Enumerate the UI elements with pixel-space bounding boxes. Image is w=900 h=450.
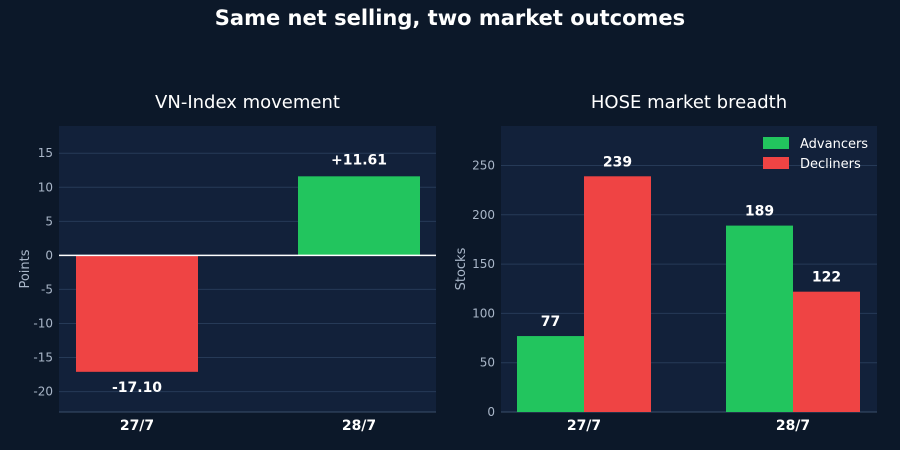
chart-2-y-tick-label: 250 bbox=[472, 158, 495, 172]
chart-1-x-tick-label: 27/7 bbox=[120, 418, 154, 434]
chart-1-y-tick-label: -5 bbox=[41, 282, 53, 296]
chart-2-y-tick-label: 50 bbox=[480, 356, 495, 370]
chart-2-y-tick-label: 100 bbox=[472, 306, 495, 320]
chart-1-bar-27-7 bbox=[76, 255, 198, 372]
chart-2-data-label: 77 bbox=[541, 314, 560, 330]
chart-1-data-label: +11.61 bbox=[331, 152, 387, 168]
chart-2-y-tick-label: 150 bbox=[472, 257, 495, 271]
chart-2-legend-swatch-advancers bbox=[763, 137, 789, 149]
chart-2-bar-advancers-27-7 bbox=[517, 336, 584, 412]
chart-2-y-tick-label: 0 bbox=[487, 405, 495, 419]
chart-1-y-axis-label: Points bbox=[18, 249, 33, 288]
chart-2-title: HOSE market breadth bbox=[591, 92, 787, 113]
chart-1-x-tick-label: 28/7 bbox=[342, 418, 376, 434]
chart-1-data-label: -17.10 bbox=[112, 380, 162, 396]
chart-2-legend-swatch-decliners bbox=[763, 157, 789, 169]
chart-1-y-tick-label: -10 bbox=[33, 316, 53, 330]
chart-2-bar-decliners-27-7 bbox=[584, 176, 651, 412]
chart-1-y-tick-label: 15 bbox=[38, 146, 53, 160]
chart-1-y-tick-label: 10 bbox=[38, 180, 53, 194]
chart-title: Same net selling, two market outcomes bbox=[214, 6, 686, 30]
chart-1-bar-28-7 bbox=[298, 176, 420, 256]
chart-1-title: VN-Index movement bbox=[155, 92, 340, 113]
chart-2-y-tick-label: 200 bbox=[472, 208, 495, 222]
chart-2-bar-advancers-28-7 bbox=[726, 225, 793, 412]
chart-2-x-tick-label: 27/7 bbox=[567, 418, 601, 434]
chart-2-data-label: 239 bbox=[603, 154, 632, 170]
chart-1-y-tick-label: 0 bbox=[45, 248, 53, 262]
chart-2-data-label: 189 bbox=[745, 204, 774, 220]
chart-1-y-tick-label: -20 bbox=[33, 385, 53, 399]
chart-1-y-tick-label: -15 bbox=[33, 351, 53, 365]
chart-2-y-axis-label: Stocks bbox=[454, 247, 469, 290]
chart-1-y-tick-label: 5 bbox=[45, 214, 53, 228]
chart-2-legend-label-decliners: Decliners bbox=[800, 157, 861, 172]
chart-2-x-tick-label: 28/7 bbox=[776, 418, 810, 434]
chart-2-data-label: 122 bbox=[812, 270, 841, 286]
chart-2-bar-decliners-28-7 bbox=[793, 291, 860, 412]
chart-2-legend-label-advancers: Advancers bbox=[800, 137, 868, 152]
